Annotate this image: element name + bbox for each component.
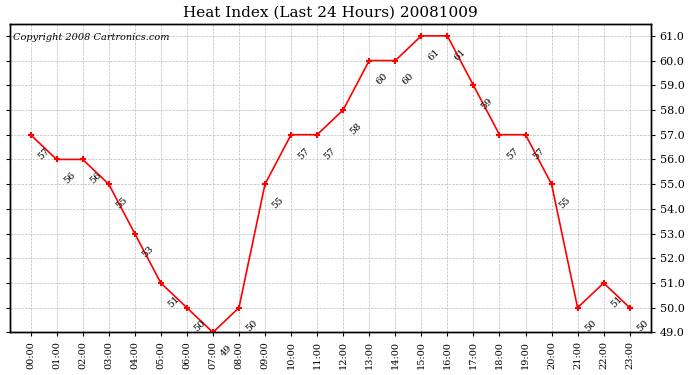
Text: 53: 53: [140, 244, 155, 260]
Text: 55: 55: [557, 195, 572, 210]
Text: 56: 56: [88, 171, 104, 186]
Text: 60: 60: [375, 72, 390, 87]
Text: 61: 61: [427, 47, 442, 62]
Title: Heat Index (Last 24 Hours) 20081009: Heat Index (Last 24 Hours) 20081009: [183, 6, 477, 20]
Text: 57: 57: [297, 146, 312, 161]
Text: 50: 50: [583, 319, 598, 334]
Text: 60: 60: [401, 72, 416, 87]
Text: 59: 59: [479, 96, 494, 111]
Text: 49: 49: [219, 344, 234, 358]
Text: 50: 50: [635, 319, 650, 334]
Text: 57: 57: [531, 146, 546, 161]
Text: 50: 50: [193, 319, 208, 334]
Text: 55: 55: [115, 195, 129, 210]
Text: 57: 57: [323, 146, 338, 161]
Text: 61: 61: [453, 47, 468, 62]
Text: 51: 51: [166, 294, 181, 309]
Text: 51: 51: [609, 294, 624, 309]
Text: 57: 57: [36, 146, 51, 161]
Text: 55: 55: [270, 195, 286, 210]
Text: 56: 56: [62, 171, 77, 186]
Text: 58: 58: [348, 121, 364, 136]
Text: 57: 57: [505, 146, 520, 161]
Text: Copyright 2008 Cartronics.com: Copyright 2008 Cartronics.com: [13, 33, 170, 42]
Text: 50: 50: [244, 319, 259, 334]
